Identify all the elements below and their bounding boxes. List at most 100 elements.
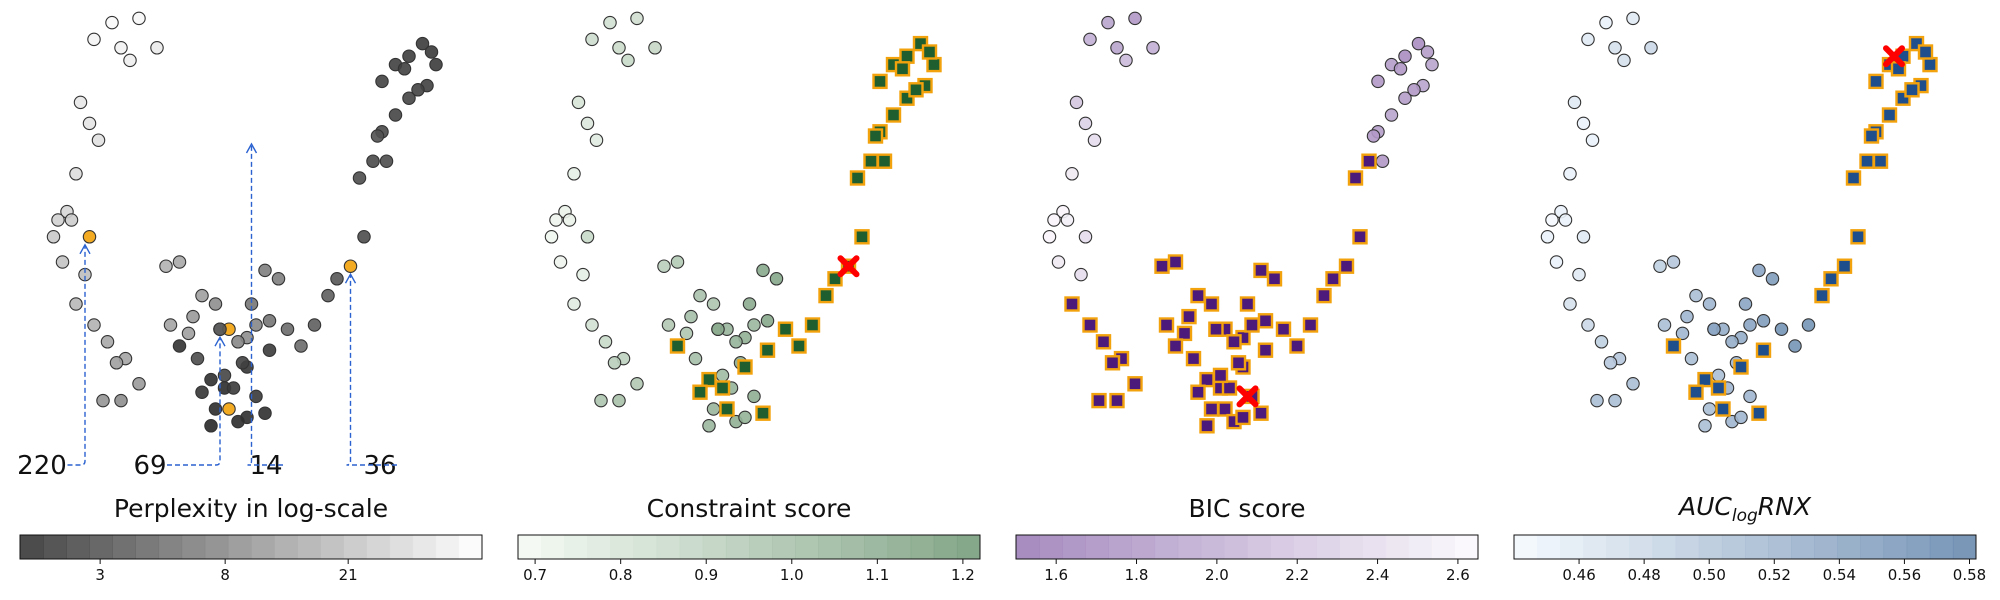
scatter-point: [159, 259, 173, 273]
scatter-point: [1743, 389, 1757, 404]
selected-point: [737, 359, 753, 375]
scatter-point: [1581, 32, 1595, 47]
colorbar-segment: [841, 535, 865, 559]
scatter-point: [1752, 263, 1766, 278]
scatter-point: [1407, 83, 1421, 97]
panel-title: Constraint score: [647, 494, 852, 523]
scatter-point: [589, 133, 604, 147]
scatter-point: [294, 339, 308, 353]
scatter-point: [402, 49, 416, 63]
colorbar-segment: [1431, 535, 1456, 559]
selected-point: [1275, 321, 1292, 337]
colorbar-segment: [1768, 535, 1792, 559]
scatter-point: [150, 41, 164, 55]
colorbar-segment: [1745, 535, 1769, 559]
scatter-point: [1711, 368, 1726, 383]
scatter-point: [1689, 288, 1703, 303]
selected-point: [1253, 262, 1269, 279]
selected-point: [854, 229, 870, 245]
colorbar-segment: [412, 535, 437, 559]
selected-point: [899, 48, 915, 64]
colorbar-tick-label: 1.8: [1125, 566, 1149, 584]
selected-point: [1217, 401, 1233, 417]
scatter-point: [1558, 213, 1573, 227]
selected-point: [863, 153, 879, 169]
scatter-point: [1608, 41, 1622, 55]
scatter-point: [562, 213, 577, 227]
colorbar-segment: [702, 535, 727, 559]
colorbar-tick-label: 0.48: [1627, 566, 1660, 584]
scatter-point: [217, 368, 232, 383]
scatter-point: [747, 389, 761, 404]
scatter-point: [1738, 297, 1753, 311]
scatter-point: [258, 263, 272, 278]
colorbar-segment: [1062, 535, 1086, 559]
scatter-marks: [544, 11, 942, 433]
colorbar-segment: [1514, 535, 1538, 559]
colorbar-segment: [458, 535, 483, 559]
colorbar-segment: [910, 535, 935, 559]
scatter-point: [114, 41, 128, 55]
scatter-point: [235, 356, 250, 370]
highlighted-point: [222, 402, 236, 416]
selected-point: [1823, 271, 1839, 287]
annotation-arrow: [346, 275, 397, 466]
selected-point: [1190, 287, 1206, 304]
selected-point: [1176, 325, 1193, 342]
title-subscript: log: [1732, 506, 1758, 526]
scatter-point: [69, 297, 83, 311]
selected-point: [818, 287, 834, 304]
scatter-point: [132, 377, 146, 391]
scatter-point: [580, 230, 595, 244]
scatter-point: [769, 272, 784, 286]
scatter-point: [172, 339, 187, 353]
panel-title: Perplexity in log-scale: [114, 494, 388, 523]
annotation-arrowhead: [344, 272, 357, 284]
colorbar-segment: [1721, 535, 1746, 559]
scatter-point: [1765, 272, 1780, 286]
colorbar-segment: [518, 535, 542, 559]
scatter-point: [402, 91, 416, 105]
selected-point: [926, 56, 942, 73]
colorbar: 0.46 0.48 0.50 0.52 0.54 0.56 0.58: [1513, 534, 1986, 584]
colorbar-segment: [1814, 535, 1838, 559]
annotation-label: 69: [133, 451, 166, 481]
scatter-point: [51, 213, 65, 227]
colorbar-tick-label: 0.58: [1953, 566, 1986, 584]
selected-point: [1266, 271, 1283, 287]
scatter-point: [1425, 57, 1439, 72]
colorbar-segment: [274, 535, 298, 559]
colorbar-segment: [1247, 535, 1271, 559]
scatter-point: [688, 351, 703, 366]
colorbar-segment: [1454, 535, 1479, 559]
scatter-point: [1657, 318, 1672, 332]
colorbar-segment: [1293, 535, 1317, 559]
annotation-label: 14: [249, 451, 282, 481]
colorbar-segment: [43, 535, 67, 559]
selected-point: [1289, 338, 1305, 354]
annotation-arrowhead: [79, 243, 91, 255]
selected-point: [1203, 296, 1220, 312]
scatter-point: [330, 272, 344, 286]
scatter-point: [612, 393, 626, 408]
colorbar-segment: [66, 535, 90, 559]
selected-point: [1715, 401, 1731, 417]
selected-point: [759, 342, 776, 358]
colorbar-tick-label: 1.0: [780, 566, 804, 584]
scatter-point: [186, 309, 200, 324]
scatter-point: [1702, 402, 1717, 416]
scatter-point: [1549, 255, 1564, 269]
selected-point: [1199, 371, 1215, 388]
colorbar-tick-label: 1.6: [1044, 566, 1068, 584]
annotation-arrowhead: [245, 142, 258, 154]
selected-point: [669, 338, 686, 354]
colorbar-segment: [1583, 535, 1607, 559]
scatter-point: [706, 402, 721, 416]
scatter-point: [1563, 297, 1577, 311]
scatter-point: [1675, 326, 1690, 341]
selected-point: [894, 61, 911, 77]
colorbar-tick-label: 21: [339, 566, 358, 584]
selected-point: [791, 338, 807, 354]
colorbar-segment: [1177, 535, 1202, 559]
scatter-point: [1743, 318, 1757, 332]
